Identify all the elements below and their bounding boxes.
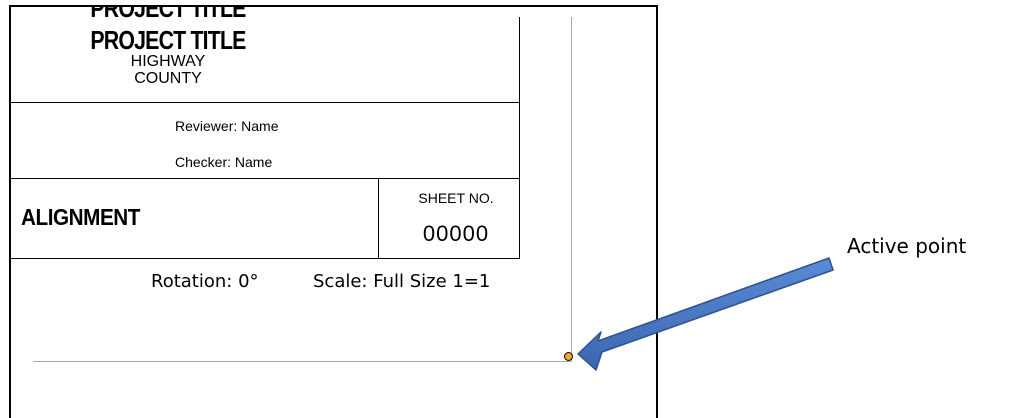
sheet-no-label: SHEET NO.	[418, 190, 494, 206]
title-block-divider-2	[11, 178, 520, 179]
title-block-bottom-border	[11, 258, 520, 259]
project-title-top: PROJECT TITLE	[90, 5, 246, 23]
title-block-divider-1	[11, 102, 520, 103]
vertical-guide-line	[571, 17, 572, 362]
checker-label: Checker: Name	[175, 154, 273, 170]
title-block-right-border	[519, 17, 520, 259]
drawing-viewport[interactable]: PROJECT TITLE PROJECT TITLE HIGHWAY COUN…	[9, 5, 658, 418]
reviewer-label: Reviewer: Name	[175, 118, 279, 134]
project-title: PROJECT TITLE	[90, 25, 246, 55]
horizontal-guide-line	[33, 361, 571, 362]
sheet-number: 00000	[422, 221, 490, 246]
alignment-title: ALIGNMENT	[21, 204, 140, 230]
rotation-readout: Rotation: 0°	[151, 271, 259, 292]
county-label: COUNTY	[134, 70, 202, 87]
highway-label: HIGHWAY	[130, 53, 206, 70]
active-point-callout-label: Active point	[847, 234, 967, 258]
sheet-box-left-border	[378, 178, 379, 259]
scale-readout: Scale: Full Size 1=1	[313, 271, 491, 292]
active-point-marker[interactable]	[564, 352, 573, 361]
